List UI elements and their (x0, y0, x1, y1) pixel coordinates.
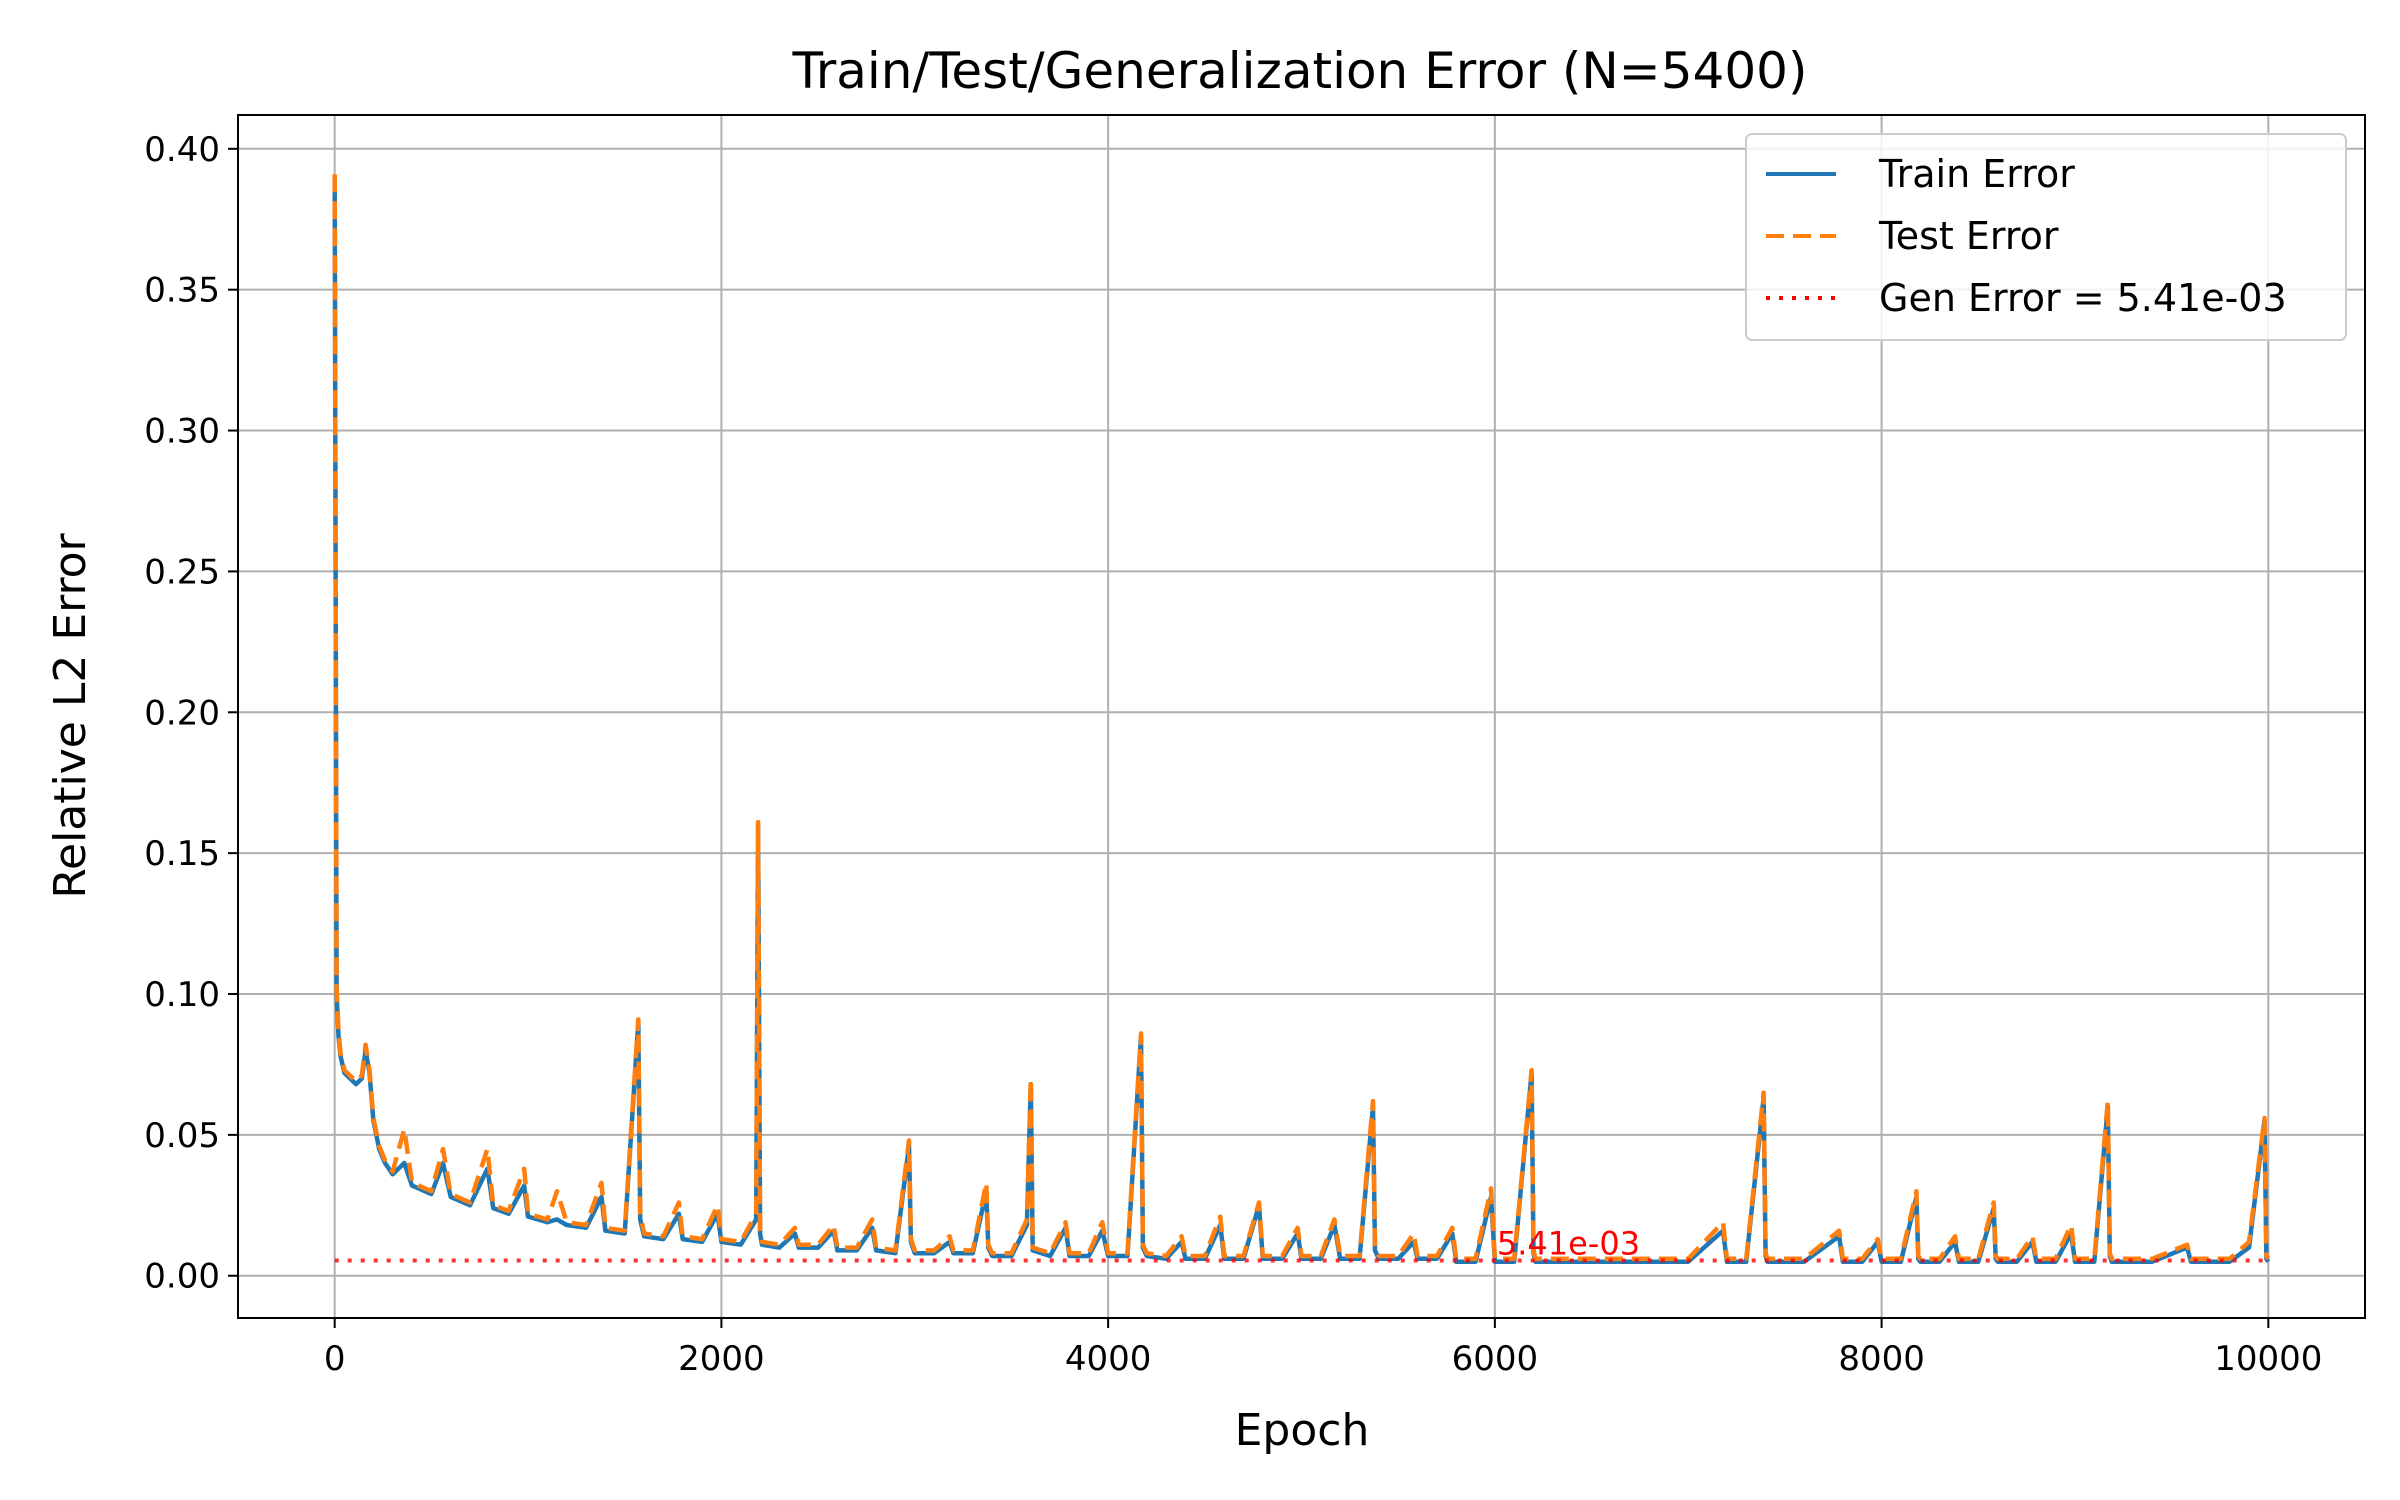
series-line-test-error (332, 174, 2271, 1262)
y-tick-label: 0.00 (144, 1257, 220, 1297)
x-tick-label: 10000 (2214, 1339, 2322, 1379)
y-tick-label: 0.10 (144, 975, 220, 1015)
y-tick-label: 0.05 (144, 1116, 220, 1156)
legend: Train Error Test Error Gen Error = 5.41e-0… (1745, 133, 2347, 341)
plot-frame (237, 114, 2366, 1319)
y-tick-label: 0.35 (144, 271, 220, 311)
series-layer (332, 174, 2271, 1264)
y-tick-label: 0.15 (144, 834, 220, 874)
legend-box (1745, 133, 2347, 341)
y-tick-label: 0.20 (144, 693, 220, 733)
gen-error-annotation: 5.41e-03 (1497, 1224, 1640, 1262)
chart-title: Train/Test/Generalization Error (N=5400) (792, 42, 1808, 100)
x-tick-label: 0 (324, 1339, 346, 1379)
annotations: 5.41e-03 (1497, 1224, 1640, 1262)
grid (238, 115, 2365, 1318)
legend-label: Test Error (1878, 214, 2059, 258)
x-axis-label: Epoch (1235, 1405, 1370, 1456)
legend-label: Train Error (1878, 152, 2075, 196)
y-tick-label: 0.25 (144, 552, 220, 592)
y-tick-label: 0.40 (144, 130, 220, 170)
x-tick-label: 6000 (1452, 1339, 1539, 1379)
y-axis-label: Relative L2 Error (45, 533, 96, 899)
y-tick-label: 0.30 (144, 412, 220, 452)
legend-label: Gen Error = 5.41e-03 (1879, 276, 2287, 320)
x-tick-label: 4000 (1065, 1339, 1152, 1379)
x-tick-label: 8000 (1838, 1339, 1925, 1379)
axis-ticks: 0 2000 4000 6000 8000 10000 0.00 0.05 0.10 0.15 0.… (144, 130, 2322, 1379)
x-tick-label: 2000 (678, 1339, 765, 1379)
